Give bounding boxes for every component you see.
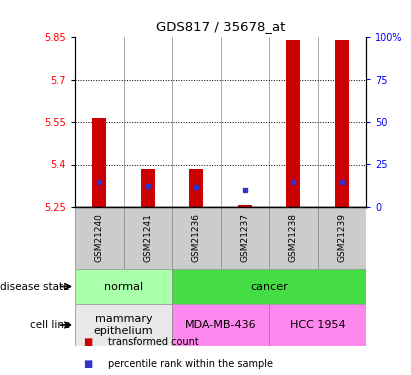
Bar <box>75 269 172 304</box>
Text: percentile rank within the sample: percentile rank within the sample <box>108 359 273 369</box>
Text: cancer: cancer <box>250 282 288 291</box>
Text: GSM21240: GSM21240 <box>95 213 104 262</box>
Title: GDS817 / 35678_at: GDS817 / 35678_at <box>156 20 285 33</box>
Bar <box>172 207 220 269</box>
Bar <box>286 40 300 207</box>
Bar <box>172 304 269 346</box>
Bar <box>269 207 318 269</box>
Bar <box>238 205 252 207</box>
Text: ■: ■ <box>83 359 92 369</box>
Text: normal: normal <box>104 282 143 291</box>
Text: transformed count: transformed count <box>108 337 199 346</box>
Text: GSM21237: GSM21237 <box>240 213 249 262</box>
Text: GSM21236: GSM21236 <box>192 213 201 262</box>
Bar <box>75 207 123 269</box>
Text: MDA-MB-436: MDA-MB-436 <box>185 320 256 330</box>
Text: GSM21239: GSM21239 <box>337 213 346 262</box>
Bar <box>123 207 172 269</box>
Bar <box>75 304 172 346</box>
Bar <box>141 169 155 207</box>
Text: disease state: disease state <box>0 282 70 291</box>
Bar <box>92 118 106 207</box>
Text: GSM21238: GSM21238 <box>289 213 298 262</box>
Text: ■: ■ <box>83 337 92 346</box>
Bar <box>172 269 366 304</box>
Bar <box>220 207 269 269</box>
Bar <box>189 169 203 207</box>
Bar <box>335 40 349 207</box>
Bar <box>269 304 366 346</box>
Text: mammary
epithelium: mammary epithelium <box>94 314 153 336</box>
Text: HCC 1954: HCC 1954 <box>290 320 345 330</box>
Text: cell line: cell line <box>30 320 70 330</box>
Bar <box>318 207 366 269</box>
Text: GSM21241: GSM21241 <box>143 213 152 262</box>
